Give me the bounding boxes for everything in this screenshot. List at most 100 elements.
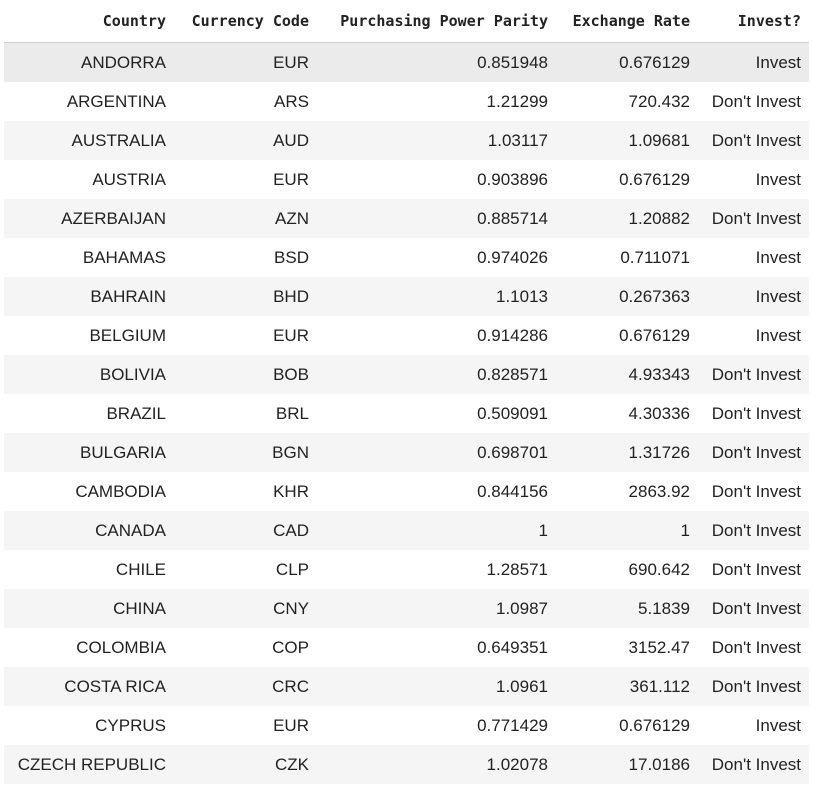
currency-code-cell: ARS — [174, 82, 317, 121]
exchange-rate-cell: 4.30336 — [556, 394, 698, 433]
table-row: CAMBODIA KHR 0.844156 2863.92 Don't Invest — [4, 472, 809, 511]
dataframe-table: Country Currency Code Purchasing Power P… — [4, 0, 809, 784]
ppp-cell: 0.698701 — [317, 433, 556, 472]
ppp-cell: 1.02078 — [317, 745, 556, 784]
table-row: BAHRAIN BHD 1.1013 0.267363 Invest — [4, 277, 809, 316]
invest-cell: Don't Invest — [698, 82, 809, 121]
invest-cell: Invest — [698, 42, 809, 82]
country-cell: CHILE — [4, 550, 174, 589]
table-row: ANDORRA EUR 0.851948 0.676129 Invest — [4, 42, 809, 82]
country-cell: AUSTRIA — [4, 160, 174, 199]
table-row: BULGARIA BGN 0.698701 1.31726 Don't Invest — [4, 433, 809, 472]
column-header-currency-code: Currency Code — [174, 0, 317, 43]
invest-cell: Don't Invest — [698, 472, 809, 511]
exchange-rate-cell: 720.432 — [556, 82, 698, 121]
country-cell: BULGARIA — [4, 433, 174, 472]
invest-cell: Don't Invest — [698, 745, 809, 784]
column-header-invest: Invest? — [698, 0, 809, 43]
exchange-rate-cell: 4.93343 — [556, 355, 698, 394]
exchange-rate-cell: 1.09681 — [556, 121, 698, 160]
ppp-cell: 0.771429 — [317, 706, 556, 745]
ppp-cell: 0.844156 — [317, 472, 556, 511]
invest-cell: Don't Invest — [698, 433, 809, 472]
currency-code-cell: BHD — [174, 277, 317, 316]
table-row: COSTA RICA CRC 1.0961 361.112 Don't Invest — [4, 667, 809, 706]
country-cell: ANDORRA — [4, 42, 174, 82]
exchange-rate-cell: 0.711071 — [556, 238, 698, 277]
table-row: BAHAMAS BSD 0.974026 0.711071 Invest — [4, 238, 809, 277]
exchange-rate-cell: 0.676129 — [556, 160, 698, 199]
invest-cell: Don't Invest — [698, 589, 809, 628]
ppp-cell: 1.28571 — [317, 550, 556, 589]
currency-code-cell: BSD — [174, 238, 317, 277]
exchange-rate-cell: 0.676129 — [556, 42, 698, 82]
ppp-cell: 1.0961 — [317, 667, 556, 706]
table-row: CZECH REPUBLIC CZK 1.02078 17.0186 Don't Inv… — [4, 745, 809, 784]
ppp-cell: 0.903896 — [317, 160, 556, 199]
currency-code-cell: KHR — [174, 472, 317, 511]
country-cell: BRAZIL — [4, 394, 174, 433]
country-cell: AZERBAIJAN — [4, 199, 174, 238]
currency-code-cell: COP — [174, 628, 317, 667]
country-cell: ARGENTINA — [4, 82, 174, 121]
country-cell: AUSTRALIA — [4, 121, 174, 160]
invest-cell: Don't Invest — [698, 355, 809, 394]
currency-code-cell: CNY — [174, 589, 317, 628]
header-row: Country Currency Code Purchasing Power P… — [4, 0, 809, 43]
currency-code-cell: AZN — [174, 199, 317, 238]
invest-cell: Don't Invest — [698, 121, 809, 160]
table-row: CANADA CAD 1 1 Don't Invest — [4, 511, 809, 550]
column-header-country: Country — [4, 0, 174, 43]
ppp-cell: 0.828571 — [317, 355, 556, 394]
currency-code-cell: EUR — [174, 316, 317, 355]
exchange-rate-cell: 1.20882 — [556, 199, 698, 238]
currency-code-cell: EUR — [174, 706, 317, 745]
currency-code-cell: BOB — [174, 355, 317, 394]
currency-code-cell: AUD — [174, 121, 317, 160]
table-row: COLOMBIA COP 0.649351 3152.47 Don't Invest — [4, 628, 809, 667]
ppp-cell: 1.1013 — [317, 277, 556, 316]
invest-cell: Invest — [698, 238, 809, 277]
currency-code-cell: CLP — [174, 550, 317, 589]
column-header-purchasing-power-parity: Purchasing Power Parity — [317, 0, 556, 43]
column-header-exchange-rate: Exchange Rate — [556, 0, 698, 43]
table-row: AUSTRALIA AUD 1.03117 1.09681 Don't Invest — [4, 121, 809, 160]
currency-code-cell: CAD — [174, 511, 317, 550]
invest-cell: Don't Invest — [698, 628, 809, 667]
currency-code-cell: EUR — [174, 42, 317, 82]
country-cell: CAMBODIA — [4, 472, 174, 511]
exchange-rate-cell: 0.267363 — [556, 277, 698, 316]
currency-code-cell: CZK — [174, 745, 317, 784]
country-cell: COLOMBIA — [4, 628, 174, 667]
exchange-rate-cell: 690.642 — [556, 550, 698, 589]
table-row: BRAZIL BRL 0.509091 4.30336 Don't Invest — [4, 394, 809, 433]
table-body: ANDORRA EUR 0.851948 0.676129 Invest ARGENTIN… — [4, 42, 809, 784]
exchange-rate-cell: 0.676129 — [556, 706, 698, 745]
ppp-cell: 0.649351 — [317, 628, 556, 667]
ppp-cell: 0.851948 — [317, 42, 556, 82]
invest-cell: Don't Invest — [698, 667, 809, 706]
exchange-rate-cell: 361.112 — [556, 667, 698, 706]
table-row: CHINA CNY 1.0987 5.1839 Don't Invest — [4, 589, 809, 628]
currency-code-cell: CRC — [174, 667, 317, 706]
currency-code-cell: EUR — [174, 160, 317, 199]
country-cell: COSTA RICA — [4, 667, 174, 706]
table-header: Country Currency Code Purchasing Power P… — [4, 0, 809, 43]
exchange-rate-cell: 17.0186 — [556, 745, 698, 784]
ppp-cell: 1.0987 — [317, 589, 556, 628]
currency-code-cell: BGN — [174, 433, 317, 472]
country-cell: BAHAMAS — [4, 238, 174, 277]
country-cell: CHINA — [4, 589, 174, 628]
table-row: CHILE CLP 1.28571 690.642 Don't Invest — [4, 550, 809, 589]
country-cell: BAHRAIN — [4, 277, 174, 316]
invest-cell: Invest — [698, 706, 809, 745]
table-row: AUSTRIA EUR 0.903896 0.676129 Invest — [4, 160, 809, 199]
table-row: CYPRUS EUR 0.771429 0.676129 Invest — [4, 706, 809, 745]
ppp-cell: 0.914286 — [317, 316, 556, 355]
exchange-rate-cell: 5.1839 — [556, 589, 698, 628]
invest-cell: Don't Invest — [698, 511, 809, 550]
country-cell: BELGIUM — [4, 316, 174, 355]
invest-cell: Invest — [698, 316, 809, 355]
currency-code-cell: BRL — [174, 394, 317, 433]
ppp-cell: 1.03117 — [317, 121, 556, 160]
